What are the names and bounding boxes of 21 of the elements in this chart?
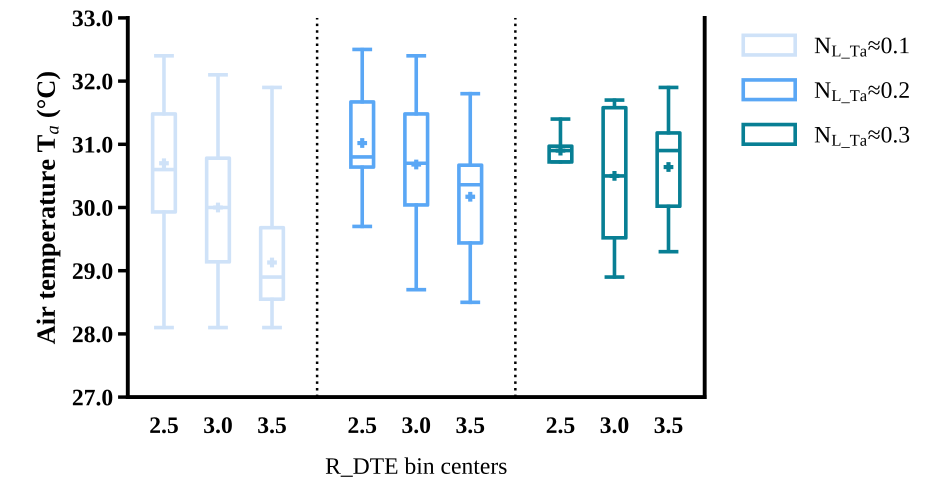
x-tick-label: 3.0	[600, 417, 628, 434]
y-tick-label: 32.0	[72, 74, 112, 90]
x-tick-label: 2.5	[348, 417, 376, 434]
legend-label: N$_{L_Ta}$≈0.3	[814, 126, 910, 148]
x-tick-label: 3.5	[258, 417, 286, 434]
y-tick-label: 31.0	[72, 136, 112, 153]
x-tick-label: 2.5	[546, 417, 574, 434]
y-axis-title: Air temperature T$_{a}$ (°C)	[36, 72, 60, 344]
x-tick-label: 3.0	[204, 417, 232, 434]
x-tick-label: 3.5	[456, 417, 484, 434]
legend-label: N$_{L_Ta}$≈0.2	[814, 82, 909, 104]
y-tick-label: 27.0	[72, 390, 112, 406]
legend-label: N$_{L_Ta}$≈0.1	[814, 37, 909, 59]
y-tick-label: 30.0	[72, 200, 112, 216]
x-tick-label: 2.5	[150, 417, 178, 434]
x-axis-title: R_DTE bin centers	[326, 457, 507, 477]
x-tick-label: 3.0	[402, 417, 430, 434]
y-tick-label: 28.0	[72, 326, 112, 342]
y-tick-label: 33.0	[72, 10, 112, 26]
y-tick-label: 29.0	[72, 263, 112, 280]
x-tick-label: 3.5	[654, 417, 682, 434]
